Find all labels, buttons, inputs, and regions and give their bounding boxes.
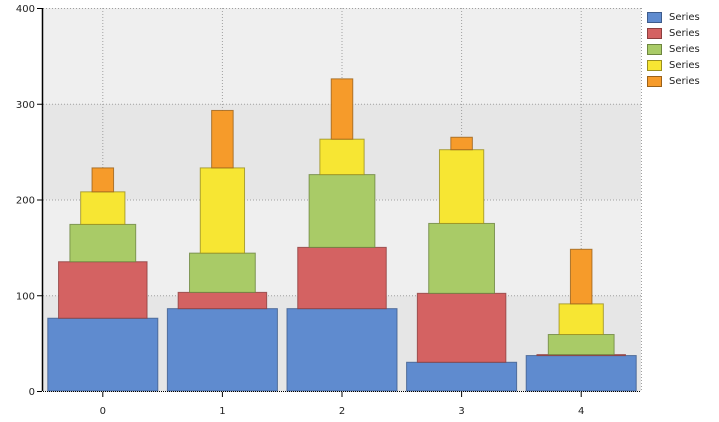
y-tick-label: 300 (16, 100, 35, 111)
y-tick-label: 400 (16, 4, 35, 15)
x-tick-label: 2 (339, 406, 345, 417)
bar-segment-series-5 (450, 136, 473, 151)
bar-segment-series-2 (58, 261, 148, 319)
legend-label: Series (669, 43, 700, 55)
x-tick-label: 3 (458, 406, 464, 417)
bar-segment-series-3 (547, 334, 615, 356)
bar-segment-series-4 (558, 303, 604, 336)
legend-item: Series (647, 25, 700, 41)
bar-segment-series-3 (308, 174, 376, 248)
legend-item: Series (647, 9, 700, 25)
x-tick-label: 4 (578, 406, 584, 417)
bar-segment-series-1 (525, 355, 637, 392)
legend-swatch-series-3 (647, 43, 662, 55)
legend-item: Series (647, 57, 700, 73)
bar-segment-series-5 (211, 109, 234, 169)
legend-swatch-series-1 (647, 11, 662, 23)
legend-label: Series (669, 59, 700, 71)
y-tick-label: 0 (29, 387, 35, 398)
bar-segment-series-4 (319, 138, 365, 176)
bar-segment-series-2 (416, 292, 507, 363)
bar-segment-series-1 (47, 317, 159, 392)
bar-segment-series-1 (406, 361, 518, 392)
legend: Series Series Series Series Series (647, 9, 700, 89)
legend-item: Series (647, 41, 700, 57)
bar-segment-series-5 (91, 167, 115, 193)
bar-segment-series-3 (189, 252, 256, 293)
y-tick-label: 200 (16, 196, 35, 207)
x-tick-label: 0 (100, 406, 106, 417)
legend-label: Series (669, 27, 700, 39)
bar-segment-series-1 (286, 308, 398, 392)
bar-segment-series-2 (177, 291, 268, 310)
legend-label: Series (669, 75, 700, 87)
legend-item: Series (647, 73, 700, 89)
x-tick-label: 1 (219, 406, 225, 417)
y-tick-label: 100 (16, 291, 35, 302)
bar-segment-series-3 (428, 222, 495, 294)
bar-segment-series-1 (166, 308, 278, 392)
legend-swatch-series-2 (647, 27, 662, 39)
bar-segment-series-4 (438, 149, 485, 224)
bar-segment-series-5 (330, 78, 354, 140)
bar-segment-series-5 (569, 248, 593, 305)
legend-label: Series (669, 11, 700, 23)
legend-swatch-series-5 (647, 75, 662, 87)
bar-segment-series-4 (80, 191, 126, 225)
bar-segment-series-3 (69, 223, 137, 263)
legend-swatch-series-4 (647, 59, 662, 71)
bar-segment-series-2 (297, 246, 387, 310)
bar-segment-series-4 (199, 167, 246, 254)
